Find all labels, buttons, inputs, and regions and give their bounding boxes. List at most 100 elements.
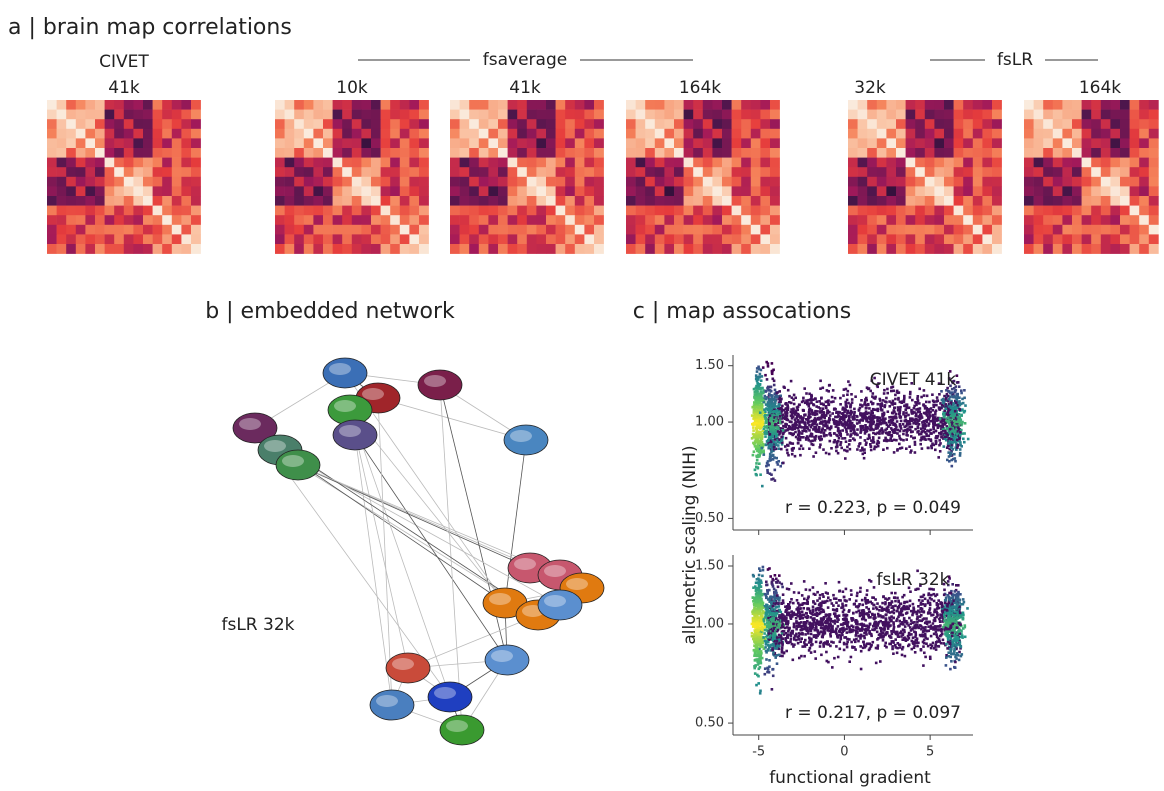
heatmap-cell: [469, 158, 479, 168]
heatmap-cell: [479, 100, 489, 110]
heatmap-cell: [527, 177, 537, 187]
heatmap-cell: [722, 129, 732, 139]
heatmap-cell: [684, 196, 694, 206]
heatmap-cell: [1110, 119, 1120, 129]
heatmap-cell: [760, 225, 770, 235]
heatmap-cell: [703, 225, 713, 235]
heatmap-cell: [498, 225, 508, 235]
hexbin-cell: [875, 446, 878, 449]
heatmap-cell: [594, 215, 604, 225]
resolution-label: 41k: [108, 78, 140, 98]
hexbin-cell: [872, 432, 875, 435]
heatmap-cell: [342, 110, 352, 120]
heatmap-cell: [143, 138, 153, 148]
hexbin-cell: [952, 409, 955, 412]
heatmap-cell: [105, 196, 115, 206]
heatmap-cell: [546, 138, 556, 148]
heatmap-cell: [304, 177, 314, 187]
heatmap-cell: [1072, 129, 1082, 139]
hexbin-cell: [768, 410, 771, 413]
hexbin-cell: [765, 443, 768, 446]
heatmap-cell: [636, 244, 646, 254]
heatmap-cell: [741, 225, 751, 235]
heatmap-cell: [285, 148, 295, 158]
heatmap-cell: [479, 158, 489, 168]
hexbin-cell: [919, 416, 922, 419]
heatmap-cell: [906, 206, 916, 216]
heatmap-cell: [1130, 110, 1140, 120]
hexbin-cell: [801, 432, 804, 435]
heatmap-cell: [886, 186, 896, 196]
heatmap-cell: [934, 129, 944, 139]
hexbin-cell: [880, 409, 883, 412]
hexbin-cell: [955, 433, 958, 436]
heatmap-cell: [304, 206, 314, 216]
heatmap-cell: [944, 177, 954, 187]
hexbin-cell: [892, 412, 895, 415]
heatmap-cell: [323, 158, 333, 168]
hexbin-cell: [767, 464, 770, 467]
heatmap-cell: [352, 225, 362, 235]
heatmap-cell: [674, 129, 684, 139]
heatmap-cell: [1053, 196, 1063, 206]
heatmap-cell: [181, 129, 191, 139]
heatmap-cell: [313, 158, 323, 168]
heatmap-cell: [517, 206, 527, 216]
heatmap-cell: [381, 167, 391, 177]
heatmap-cell: [584, 158, 594, 168]
heatmap-cell: [479, 215, 489, 225]
heatmap-cell: [1043, 148, 1053, 158]
heatmap-cell: [1072, 110, 1082, 120]
hexbin-cell: [849, 422, 852, 425]
heatmap-cell: [342, 158, 352, 168]
heatmap-cell: [636, 119, 646, 129]
heatmap-cell: [371, 167, 381, 177]
hexbin-cell: [797, 439, 800, 442]
heatmap-cell: [1130, 215, 1140, 225]
heatmap-cell: [488, 129, 498, 139]
hexbin-cell: [893, 409, 896, 412]
hexbin-cell: [846, 450, 849, 453]
heatmap-cell: [1149, 110, 1159, 120]
heatmap-cell: [1082, 119, 1092, 129]
hexbin-cell: [758, 451, 761, 454]
heatmap-cell: [751, 138, 761, 148]
heatmap-cell: [954, 110, 964, 120]
heatmap-cell: [352, 148, 362, 158]
heatmap-cell: [124, 158, 134, 168]
hexbin-cell: [761, 375, 764, 378]
heatmap-cell: [575, 234, 585, 244]
heatmap-cell: [1053, 148, 1063, 158]
hexbin-cell: [929, 414, 932, 417]
heatmap-cell: [285, 119, 295, 129]
brain-highlight: [544, 595, 566, 607]
heatmap-cell: [1139, 100, 1149, 110]
hexbin-cell: [958, 651, 961, 654]
heatmap-cell: [95, 110, 105, 120]
heatmap-cell: [361, 129, 371, 139]
heatmap-cell: [304, 129, 314, 139]
heatmap-cell: [1149, 206, 1159, 216]
heatmap-cell: [703, 244, 713, 254]
heatmap-cell: [848, 186, 858, 196]
hexbin-cell: [777, 447, 780, 450]
hexbin-cell: [927, 447, 930, 450]
heatmap-cell: [191, 138, 201, 148]
heatmap-cell: [143, 215, 153, 225]
heatmap-cell: [352, 206, 362, 216]
hexbin-cell: [902, 423, 905, 426]
hexbin-cell: [914, 420, 917, 423]
heatmap-cell: [1139, 206, 1149, 216]
heatmap-cell: [66, 244, 76, 254]
heatmap-cell: [954, 177, 964, 187]
heatmap-cell: [76, 215, 86, 225]
heatmap-cell: [546, 148, 556, 158]
hexbin-cell: [827, 606, 830, 609]
heatmap-cell: [1034, 119, 1044, 129]
heatmap-cell: [527, 206, 537, 216]
heatmap-cell: [664, 129, 674, 139]
heatmap-cell: [626, 186, 636, 196]
heatmap-cell: [760, 148, 770, 158]
hexbin-cell: [958, 396, 961, 399]
hexbin-cell: [847, 390, 850, 393]
